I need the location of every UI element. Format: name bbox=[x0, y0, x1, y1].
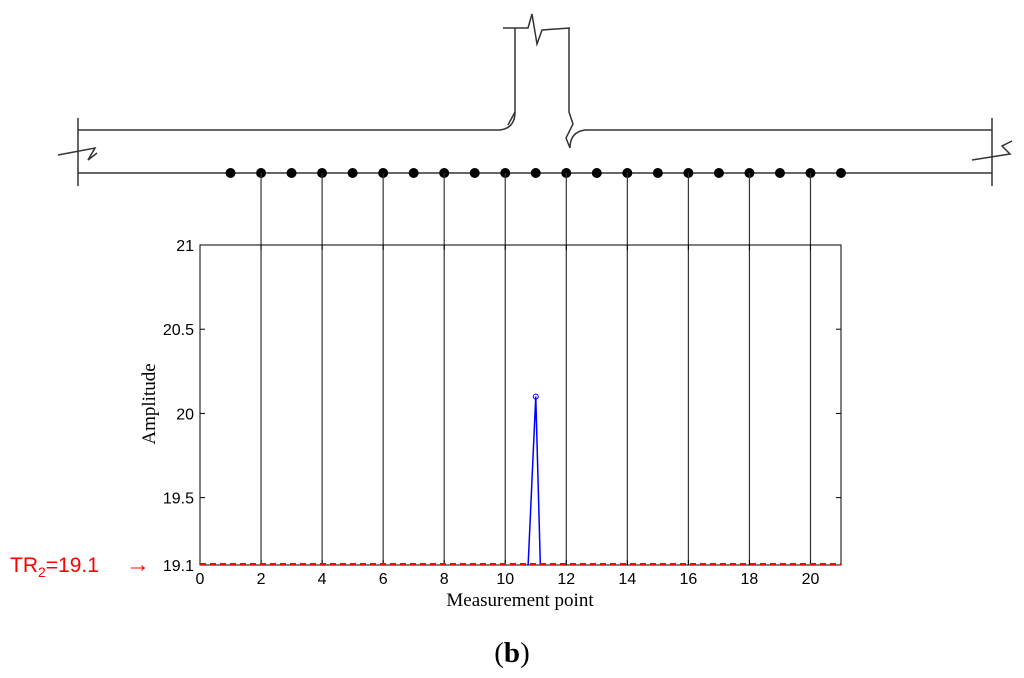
threshold-label-rest: =19.1 bbox=[46, 554, 99, 577]
threshold-arrow: → bbox=[126, 551, 150, 578]
measurement-dot bbox=[347, 168, 358, 178]
column-break bbox=[503, 13, 571, 47]
plot-frame bbox=[199, 244, 842, 566]
x-tick-label: 4 bbox=[318, 571, 327, 588]
y-ticks: 19.1 19.5 20 20.5 21 bbox=[163, 238, 841, 575]
x-tick-label: 12 bbox=[557, 571, 575, 588]
beam-top-edge-right bbox=[565, 28, 992, 149]
threshold-label-main: TR bbox=[10, 554, 38, 577]
y-axis-label: Amplitude bbox=[139, 363, 160, 444]
x-tick-label: 18 bbox=[741, 571, 759, 588]
right-break-symbol bbox=[971, 118, 1013, 186]
y-tick-label: 19.1 bbox=[163, 558, 194, 575]
beam-top-edge bbox=[78, 28, 516, 131]
series-layer bbox=[527, 393, 542, 566]
measurement-dot bbox=[408, 168, 419, 178]
y-tick-label: 20.5 bbox=[163, 322, 194, 339]
y-tick-label: 19.5 bbox=[163, 491, 194, 508]
measurement-dots bbox=[225, 168, 846, 178]
x-axis-label: Measurement point bbox=[446, 590, 594, 611]
joint-crack bbox=[507, 111, 516, 126]
series-point bbox=[532, 393, 539, 400]
measurement-dot bbox=[652, 168, 663, 178]
structure-drawing bbox=[57, 13, 1013, 186]
measurement-dot bbox=[774, 168, 785, 178]
x-ticks: 0 2 4 6 8 10 12 14 16 18 20 bbox=[196, 245, 820, 588]
measurement-dot bbox=[836, 168, 846, 178]
y-tick-label: 21 bbox=[176, 238, 194, 255]
left-break-symbol bbox=[57, 118, 98, 186]
series-line bbox=[527, 396, 542, 566]
x-tick-label: 0 bbox=[196, 571, 205, 588]
x-tick-label: 6 bbox=[379, 571, 388, 588]
threshold-label: TR2=19.1 bbox=[10, 554, 99, 580]
x-tick-label: 16 bbox=[679, 571, 697, 588]
measurement-dot bbox=[469, 168, 480, 178]
x-tick-label: 20 bbox=[802, 571, 820, 588]
x-tick-label: 14 bbox=[618, 571, 636, 588]
measurement-dot bbox=[530, 168, 541, 178]
x-tick-label: 2 bbox=[257, 571, 266, 588]
measurement-dot bbox=[713, 168, 724, 178]
guide-lines bbox=[260, 173, 812, 565]
x-tick-label: 10 bbox=[496, 571, 514, 588]
x-tick-label: 8 bbox=[440, 571, 449, 588]
measurement-dot bbox=[591, 168, 602, 178]
threshold-label-sub: 2 bbox=[38, 564, 46, 580]
measurement-dot bbox=[225, 168, 236, 178]
y-tick-label: 20 bbox=[176, 406, 194, 423]
figure-caption: (b) bbox=[494, 637, 529, 669]
measurement-dot bbox=[286, 168, 297, 178]
caption-letter: b bbox=[504, 637, 520, 669]
